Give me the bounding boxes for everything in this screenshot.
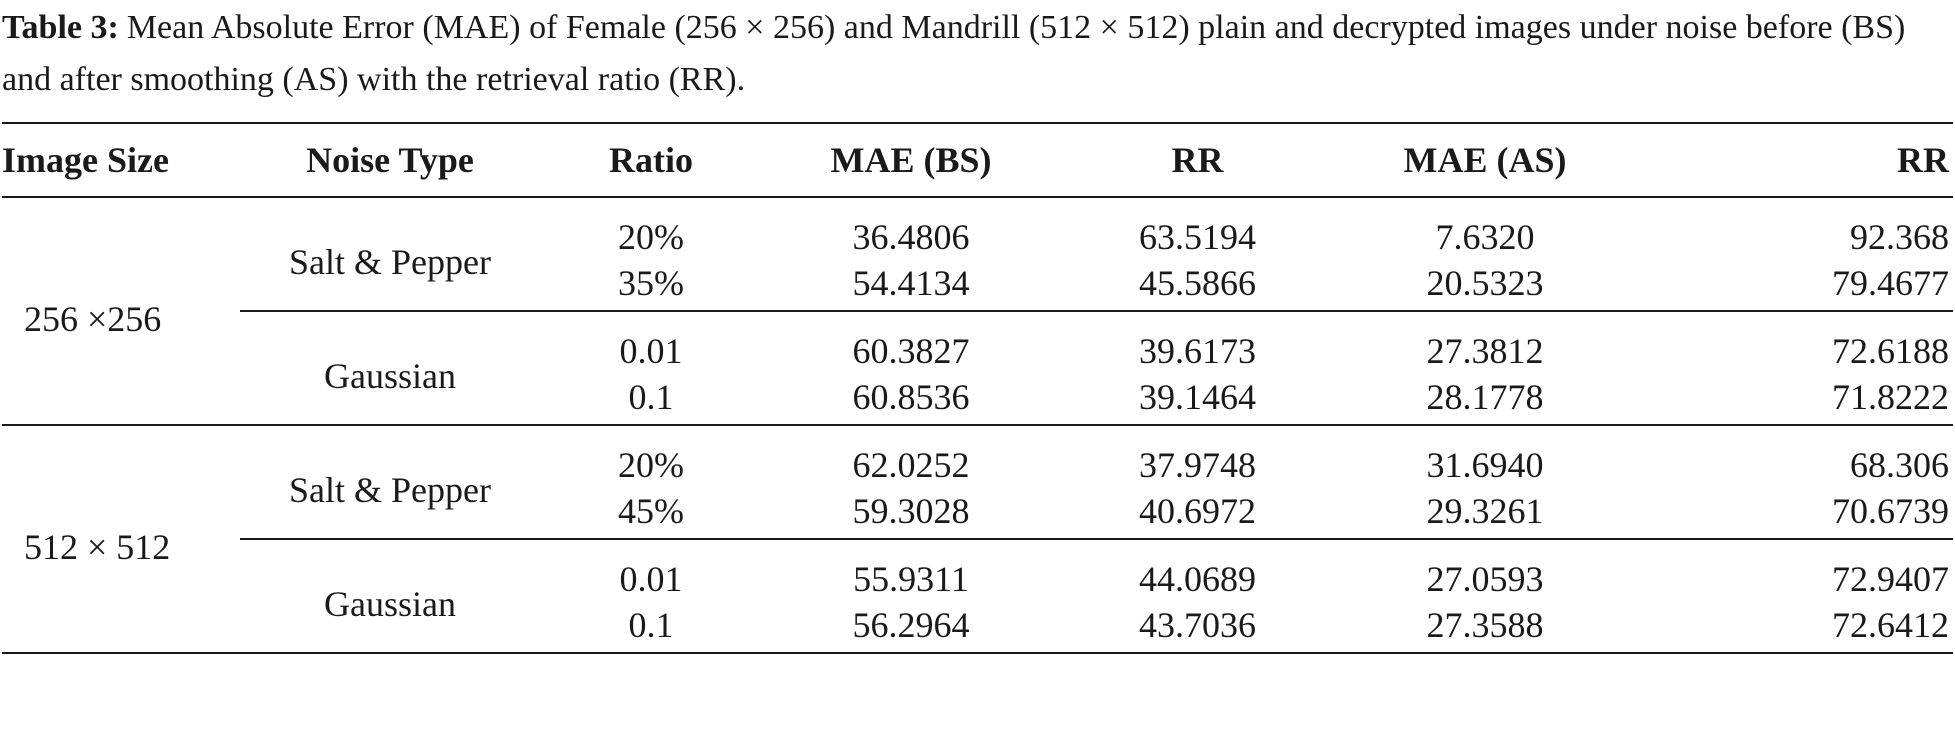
table-row: 0.1 60.8536 39.1464 28.1778 71.8222 (2, 374, 1953, 425)
mae-bs-cell: 60.3827 (762, 310, 1060, 374)
mae-bs-cell: 55.9311 (762, 538, 1060, 602)
rr-as-cell: 72.9407 (1635, 538, 1953, 602)
mae-as-cell: 28.1778 (1426, 377, 1544, 417)
rr-bs-cell: 40.6972 (1139, 491, 1256, 531)
rr-as-cell: 70.6739 (1832, 491, 1949, 531)
mae-as-cell: 20.5323 (1426, 263, 1544, 303)
caption-label: Table 3: (2, 9, 119, 46)
rr-bs-cell: 45.5866 (1139, 263, 1256, 303)
table-row: 0.1 56.2964 43.7036 27.3588 72.6412 (2, 602, 1953, 653)
rr-as-cell: 71.8222 (1832, 377, 1949, 417)
table-row: 512 × 512 Salt & Pepper 20% 62.0252 37.9… (2, 424, 1953, 653)
table-row: 45% 59.3028 40.6972 29.3261 70.6739 (2, 488, 1953, 539)
mae-as-cell: 27.3588 (1426, 605, 1544, 645)
ratio-cell: 0.01 (540, 538, 762, 602)
header-row: Image Size Noise Type Ratio MAE (BS) RR … (2, 123, 1953, 198)
mae-bs-cell: 59.3028 (852, 491, 970, 531)
header-rr-as: RR (1635, 123, 1953, 198)
table-row: 256 ×256 Salt & Pepper 20% 36.4806 63.51… (2, 197, 1953, 339)
caption-text: Mean Absolute Error (MAE) of Female (256… (2, 9, 1906, 98)
noise-type-cell: Gaussian (240, 310, 540, 425)
mae-as-cell: 29.3261 (1426, 491, 1544, 531)
table-row: Gaussian 0.01 55.9311 44.0689 27.0593 72… (2, 538, 1953, 653)
noise-type-cell: Salt & Pepper (240, 424, 540, 539)
header-mae-bs: MAE (BS) (762, 123, 1060, 198)
table-caption: Table 3: Mean Absolute Error (MAE) of Fem… (2, 2, 1950, 106)
rr-as-cell: 68.306 (1635, 424, 1953, 488)
mae-as-cell: 7.6320 (1435, 217, 1535, 257)
rr-bs-cell: 39.1464 (1139, 377, 1256, 417)
mae-as-cell: 27.3812 (1335, 310, 1635, 374)
table-row: 35% 54.4134 45.5866 20.5323 79.4677 (2, 260, 1953, 311)
ratio-cell: 0.01 (540, 310, 762, 374)
mae-as-cell: 27.0593 (1335, 538, 1635, 602)
rr-as-cell: 79.4677 (1832, 263, 1949, 303)
mae-as-cell: 31.6940 (1335, 424, 1635, 488)
results-table: Image Size Noise Type Ratio MAE (BS) RR … (2, 122, 1953, 654)
noise-type-cell: Salt & Pepper (289, 242, 491, 282)
header-noise-type: Noise Type (240, 123, 540, 198)
rr-bs-cell: 63.5194 (1139, 217, 1256, 257)
header-ratio: Ratio (540, 123, 762, 198)
ratio-cell: 20% (540, 424, 762, 488)
rr-as-cell: 72.6188 (1635, 310, 1953, 374)
rr-bs-cell: 37.9748 (1060, 424, 1335, 488)
rr-as-cell: 92.368 (1850, 217, 1949, 257)
header-mae-as: MAE (AS) (1335, 123, 1635, 198)
mae-bs-cell: 54.4134 (852, 263, 970, 303)
header-rr-bs: RR (1060, 123, 1335, 198)
rr-bs-cell: 44.0689 (1060, 538, 1335, 602)
ratio-cell: 0.1 (628, 377, 674, 417)
noise-type-cell: Gaussian (240, 538, 540, 653)
image-size-cell: 512 × 512 (2, 424, 240, 653)
mae-bs-cell: 36.4806 (852, 217, 970, 257)
mae-bs-cell: 62.0252 (762, 424, 1060, 488)
ratio-cell: 35% (618, 263, 684, 303)
ratio-cell: 20% (618, 217, 684, 257)
mae-bs-cell: 56.2964 (852, 605, 970, 645)
table-row: Gaussian 0.01 60.3827 39.6173 27.3812 72… (2, 310, 1953, 425)
ratio-cell: 45% (618, 491, 684, 531)
image-size-cell: 256 ×256 (24, 299, 162, 339)
header-image-size: Image Size (2, 123, 240, 198)
rr-as-cell: 72.6412 (1832, 605, 1949, 645)
rr-bs-cell: 39.6173 (1060, 310, 1335, 374)
ratio-cell: 0.1 (628, 605, 674, 645)
rr-bs-cell: 43.7036 (1139, 605, 1256, 645)
mae-bs-cell: 60.8536 (852, 377, 970, 417)
